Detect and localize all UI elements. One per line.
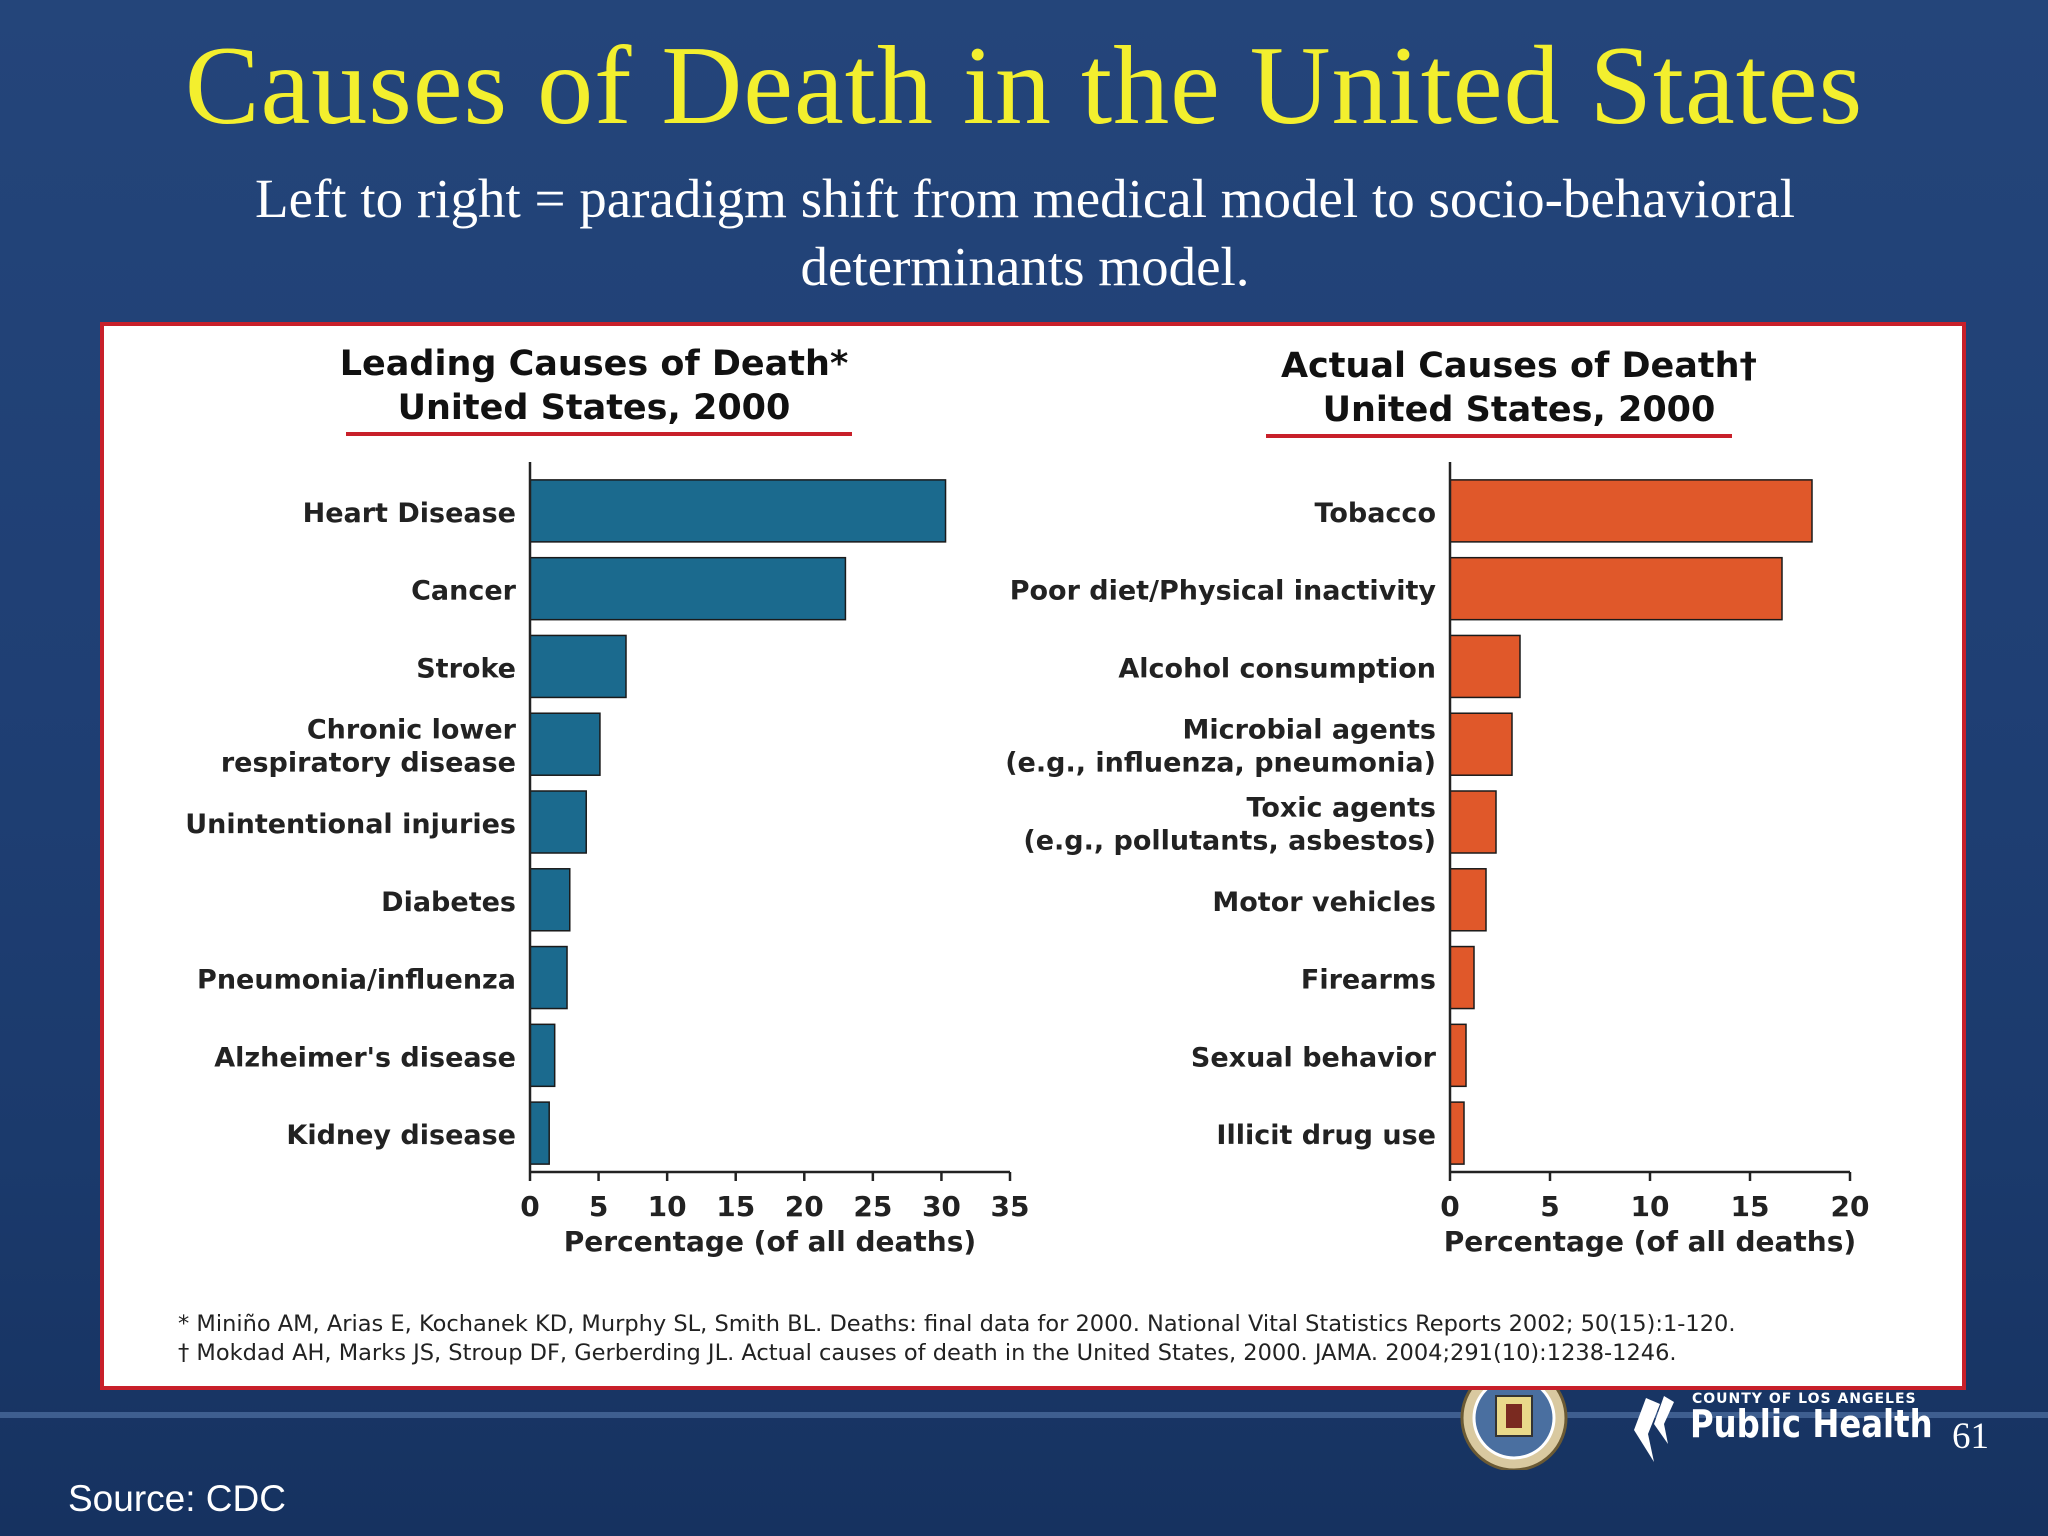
left-chart-x-tick-label: 20 <box>785 1190 824 1223</box>
left-chart-x-tick-label: 15 <box>716 1190 755 1223</box>
right-chart-bar <box>1449 556 1783 621</box>
slide-subtitle: Left to right = paradigm shift from medi… <box>180 165 1870 301</box>
right-chart-category-label: Toxic agents <box>1246 793 1436 824</box>
logo-county-text: COUNTY OF LOS ANGELES <box>1692 1391 1917 1407</box>
source-credit: Source: CDC <box>68 1478 286 1519</box>
right-chart-category-label: Alcohol consumption <box>1118 653 1436 684</box>
left-chart-bar <box>529 790 587 854</box>
left-chart-bar <box>529 479 947 543</box>
logo-name-text: Public Health <box>1690 1402 1933 1446</box>
right-bar-chart: Tobacco Poor diet/Physical inactivity Alco… <box>1005 462 1870 1258</box>
right-chart-bar <box>1449 479 1813 543</box>
left-chart-category-label: Chronic lower <box>307 715 517 746</box>
footnote-1: * Miniño AM, Arias E, Kochanek KD, Murph… <box>178 1311 1736 1337</box>
left-chart-x-axis-label: Percentage (of all deaths) <box>564 1225 976 1258</box>
right-chart-bar <box>1449 712 1513 776</box>
right-chart-x-tick-label: 5 <box>1540 1190 1559 1223</box>
left-chart-category-label: Diabetes <box>381 887 516 918</box>
right-chart-x-tick-label: 0 <box>1440 1190 1459 1223</box>
right-chart-bar <box>1449 868 1487 932</box>
left-chart-category-label: Kidney disease <box>286 1120 516 1151</box>
left-chart-category-label: Stroke <box>416 653 516 684</box>
left-chart-x-tick-label: 5 <box>589 1190 608 1223</box>
right-chart-category-label: Microbial agents <box>1182 715 1436 746</box>
left-chart-x-tick-label: 25 <box>853 1190 892 1223</box>
left-chart-title-line-2: United States, 2000 <box>397 388 791 428</box>
right-chart-category-label: (e.g., influenza, pneumonia) <box>1005 748 1436 779</box>
left-chart-category-label: Pneumonia/influenza <box>197 965 516 996</box>
left-chart-x-tick-label: 30 <box>922 1190 961 1223</box>
right-chart-title-rule <box>1266 434 1732 438</box>
county-seal-icon <box>1460 1390 1568 1470</box>
footnote-2: † Mokdad AH, Marks JS, Stroup DF, Gerber… <box>178 1340 1677 1366</box>
right-chart-title: Actual Causes of Death† United States, 2… <box>1254 344 1784 432</box>
right-chart-category-label: Motor vehicles <box>1212 887 1436 918</box>
right-chart-bar <box>1449 1023 1467 1088</box>
right-chart-category-label: Poor diet/Physical inactivity <box>1010 576 1437 607</box>
subtitle-line-1: Left to right = paradigm shift from medi… <box>254 168 1796 229</box>
left-chart-title-line-1: Leading Causes of Death* <box>339 344 849 384</box>
left-chart-title: Leading Causes of Death* United States, … <box>334 342 854 430</box>
right-chart-category-label: (e.g., pollutants, asbestos) <box>1023 826 1436 857</box>
public-health-logo: COUNTY OF LOS ANGELES Public Health <box>1624 1390 1933 1470</box>
left-chart-x-tick-label: 10 <box>648 1190 687 1223</box>
right-chart-bar <box>1449 790 1497 854</box>
left-bar-chart: Heart Disease Cancer Stroke Chronic lowerre… <box>185 462 1030 1258</box>
left-chart-x-tick-label: 0 <box>520 1190 539 1223</box>
left-chart-category-label: respiratory disease <box>221 748 516 779</box>
subtitle-line-2: determinants model. <box>800 236 1250 297</box>
page-number: 61 <box>1952 1416 1989 1457</box>
right-chart-category-label: Illicit drug use <box>1216 1120 1436 1151</box>
right-chart-x-tick-label: 10 <box>1631 1190 1670 1223</box>
left-chart-category-label: Alzheimer's disease <box>214 1042 516 1073</box>
footnotes: * Miniño AM, Arias E, Kochanek KD, Murph… <box>178 1310 1938 1368</box>
right-chart-bar <box>1449 945 1475 1010</box>
right-chart-title-line-1: Actual Causes of Death† <box>1280 346 1758 386</box>
right-chart-bar <box>1449 1101 1465 1165</box>
left-chart-category-label: Unintentional injuries <box>185 809 516 840</box>
footer-divider <box>0 1412 2048 1418</box>
right-chart-bar <box>1449 634 1521 699</box>
right-chart-title-line-2: United States, 2000 <box>1322 390 1716 430</box>
right-chart-x-axis-label: Percentage (of all deaths) <box>1444 1225 1856 1258</box>
right-chart-category-label: Tobacco <box>1315 498 1437 529</box>
public-health-swoosh-icon <box>1634 1396 1674 1462</box>
right-chart-x-tick-label: 20 <box>1831 1190 1870 1223</box>
right-chart-category-label: Firearms <box>1301 965 1436 996</box>
left-chart-category-label: Heart Disease <box>303 498 516 529</box>
left-chart-x-tick-label: 35 <box>991 1190 1030 1223</box>
right-chart-category-label: Sexual behavior <box>1191 1042 1437 1073</box>
left-chart-bar <box>529 868 571 932</box>
charts-panel: Leading Causes of Death* United States, … <box>100 322 1966 1390</box>
left-chart-category-label: Cancer <box>411 576 517 607</box>
left-chart-title-rule <box>346 432 852 436</box>
left-chart-bar <box>529 945 568 1010</box>
right-chart-x-tick-label: 15 <box>1731 1190 1770 1223</box>
slide-title: Causes of Death in the United States <box>184 24 1864 148</box>
